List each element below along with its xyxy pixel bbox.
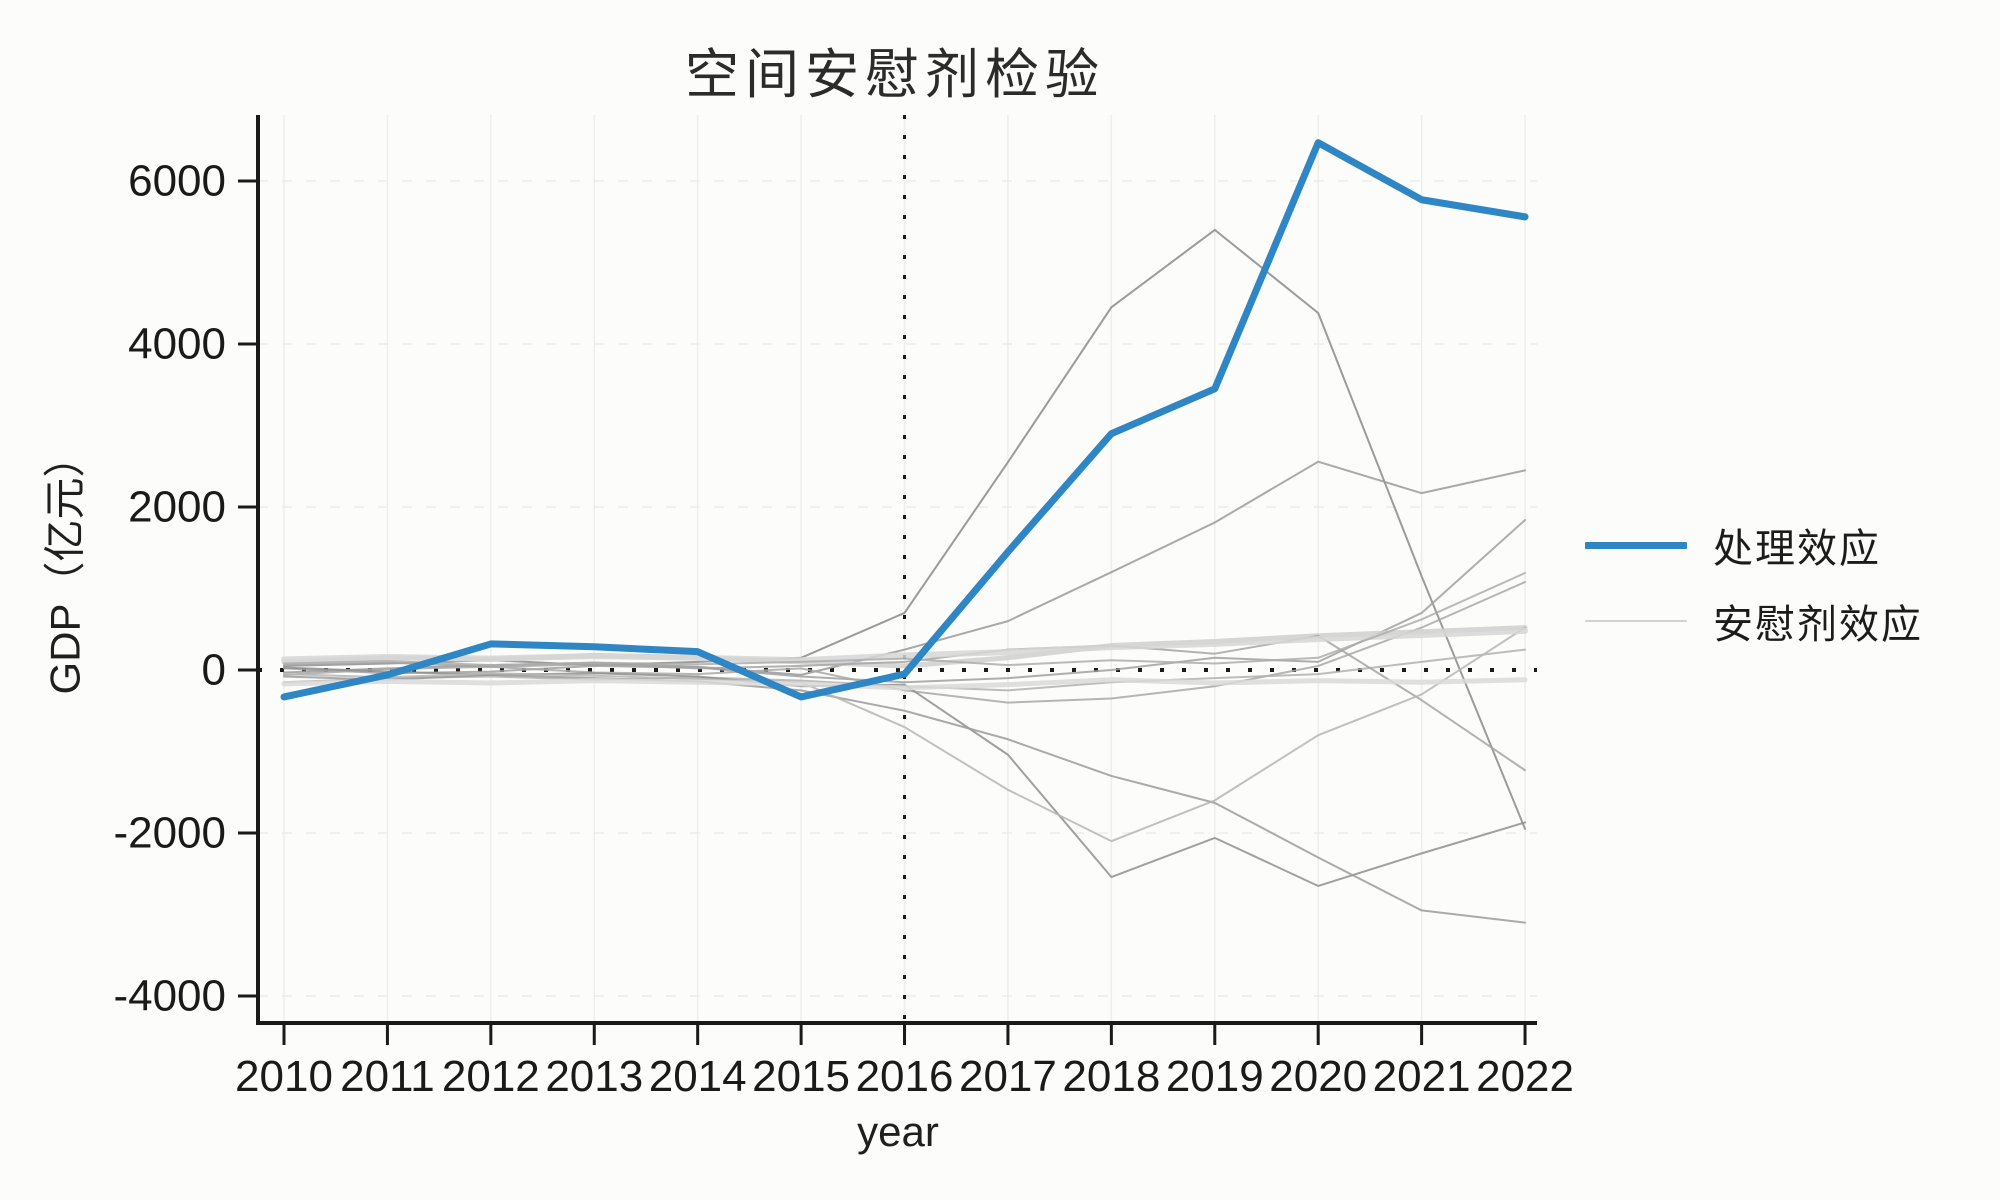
x-tick-label: 2011	[340, 1052, 435, 1101]
legend: 处理效应 安慰剂效应	[1585, 516, 1923, 650]
y-tick-label: -2000	[113, 809, 226, 858]
treatment-line-swatch	[1585, 541, 1687, 549]
legend-label-placebo: 安慰剂效应	[1713, 602, 1923, 647]
x-tick-label: 2019	[1166, 1052, 1264, 1101]
y-tick-label: 2000	[128, 483, 226, 532]
x-tick-label: 2020	[1269, 1052, 1367, 1101]
treatment-line	[280, 139, 1529, 701]
y-tick-label: 6000	[128, 157, 226, 206]
x-tick-label: 2018	[1062, 1052, 1160, 1101]
placebo-line	[283, 626, 1527, 843]
y-tick-label: -4000	[113, 972, 226, 1021]
placebo-line	[283, 634, 1527, 772]
x-tick-label: 2017	[959, 1052, 1057, 1101]
placebo-line	[283, 572, 1527, 667]
y-tick-label: 0	[202, 646, 226, 695]
legend-item-placebo: 安慰剂效应	[1585, 592, 1923, 650]
x-tick-label: 2013	[545, 1052, 643, 1101]
chart-title: 空间安慰剂检验	[685, 45, 1105, 105]
x-tick-label: 2014	[649, 1052, 747, 1101]
legend-label-treatment: 处理效应	[1713, 526, 1881, 571]
x-tick-label: 2012	[442, 1052, 540, 1101]
x-tick-label: 2021	[1373, 1052, 1471, 1101]
x-tick-label: 2015	[752, 1052, 850, 1101]
y-axis-title: GDP（亿元）	[41, 435, 89, 695]
x-tick-label: 2022	[1476, 1052, 1574, 1101]
placebo-line	[283, 519, 1527, 684]
placebo-line	[283, 673, 1527, 924]
x-tick-label: 2010	[235, 1052, 333, 1101]
placebo-line-swatch	[1585, 620, 1687, 622]
placebo-line	[281, 627, 1529, 664]
y-tick-label: 4000	[128, 320, 226, 369]
x-tick-label: 2016	[856, 1052, 954, 1101]
placebo-line	[281, 677, 1528, 691]
legend-item-treatment: 处理效应	[1585, 516, 1923, 574]
x-axis-title: year	[857, 1108, 939, 1155]
